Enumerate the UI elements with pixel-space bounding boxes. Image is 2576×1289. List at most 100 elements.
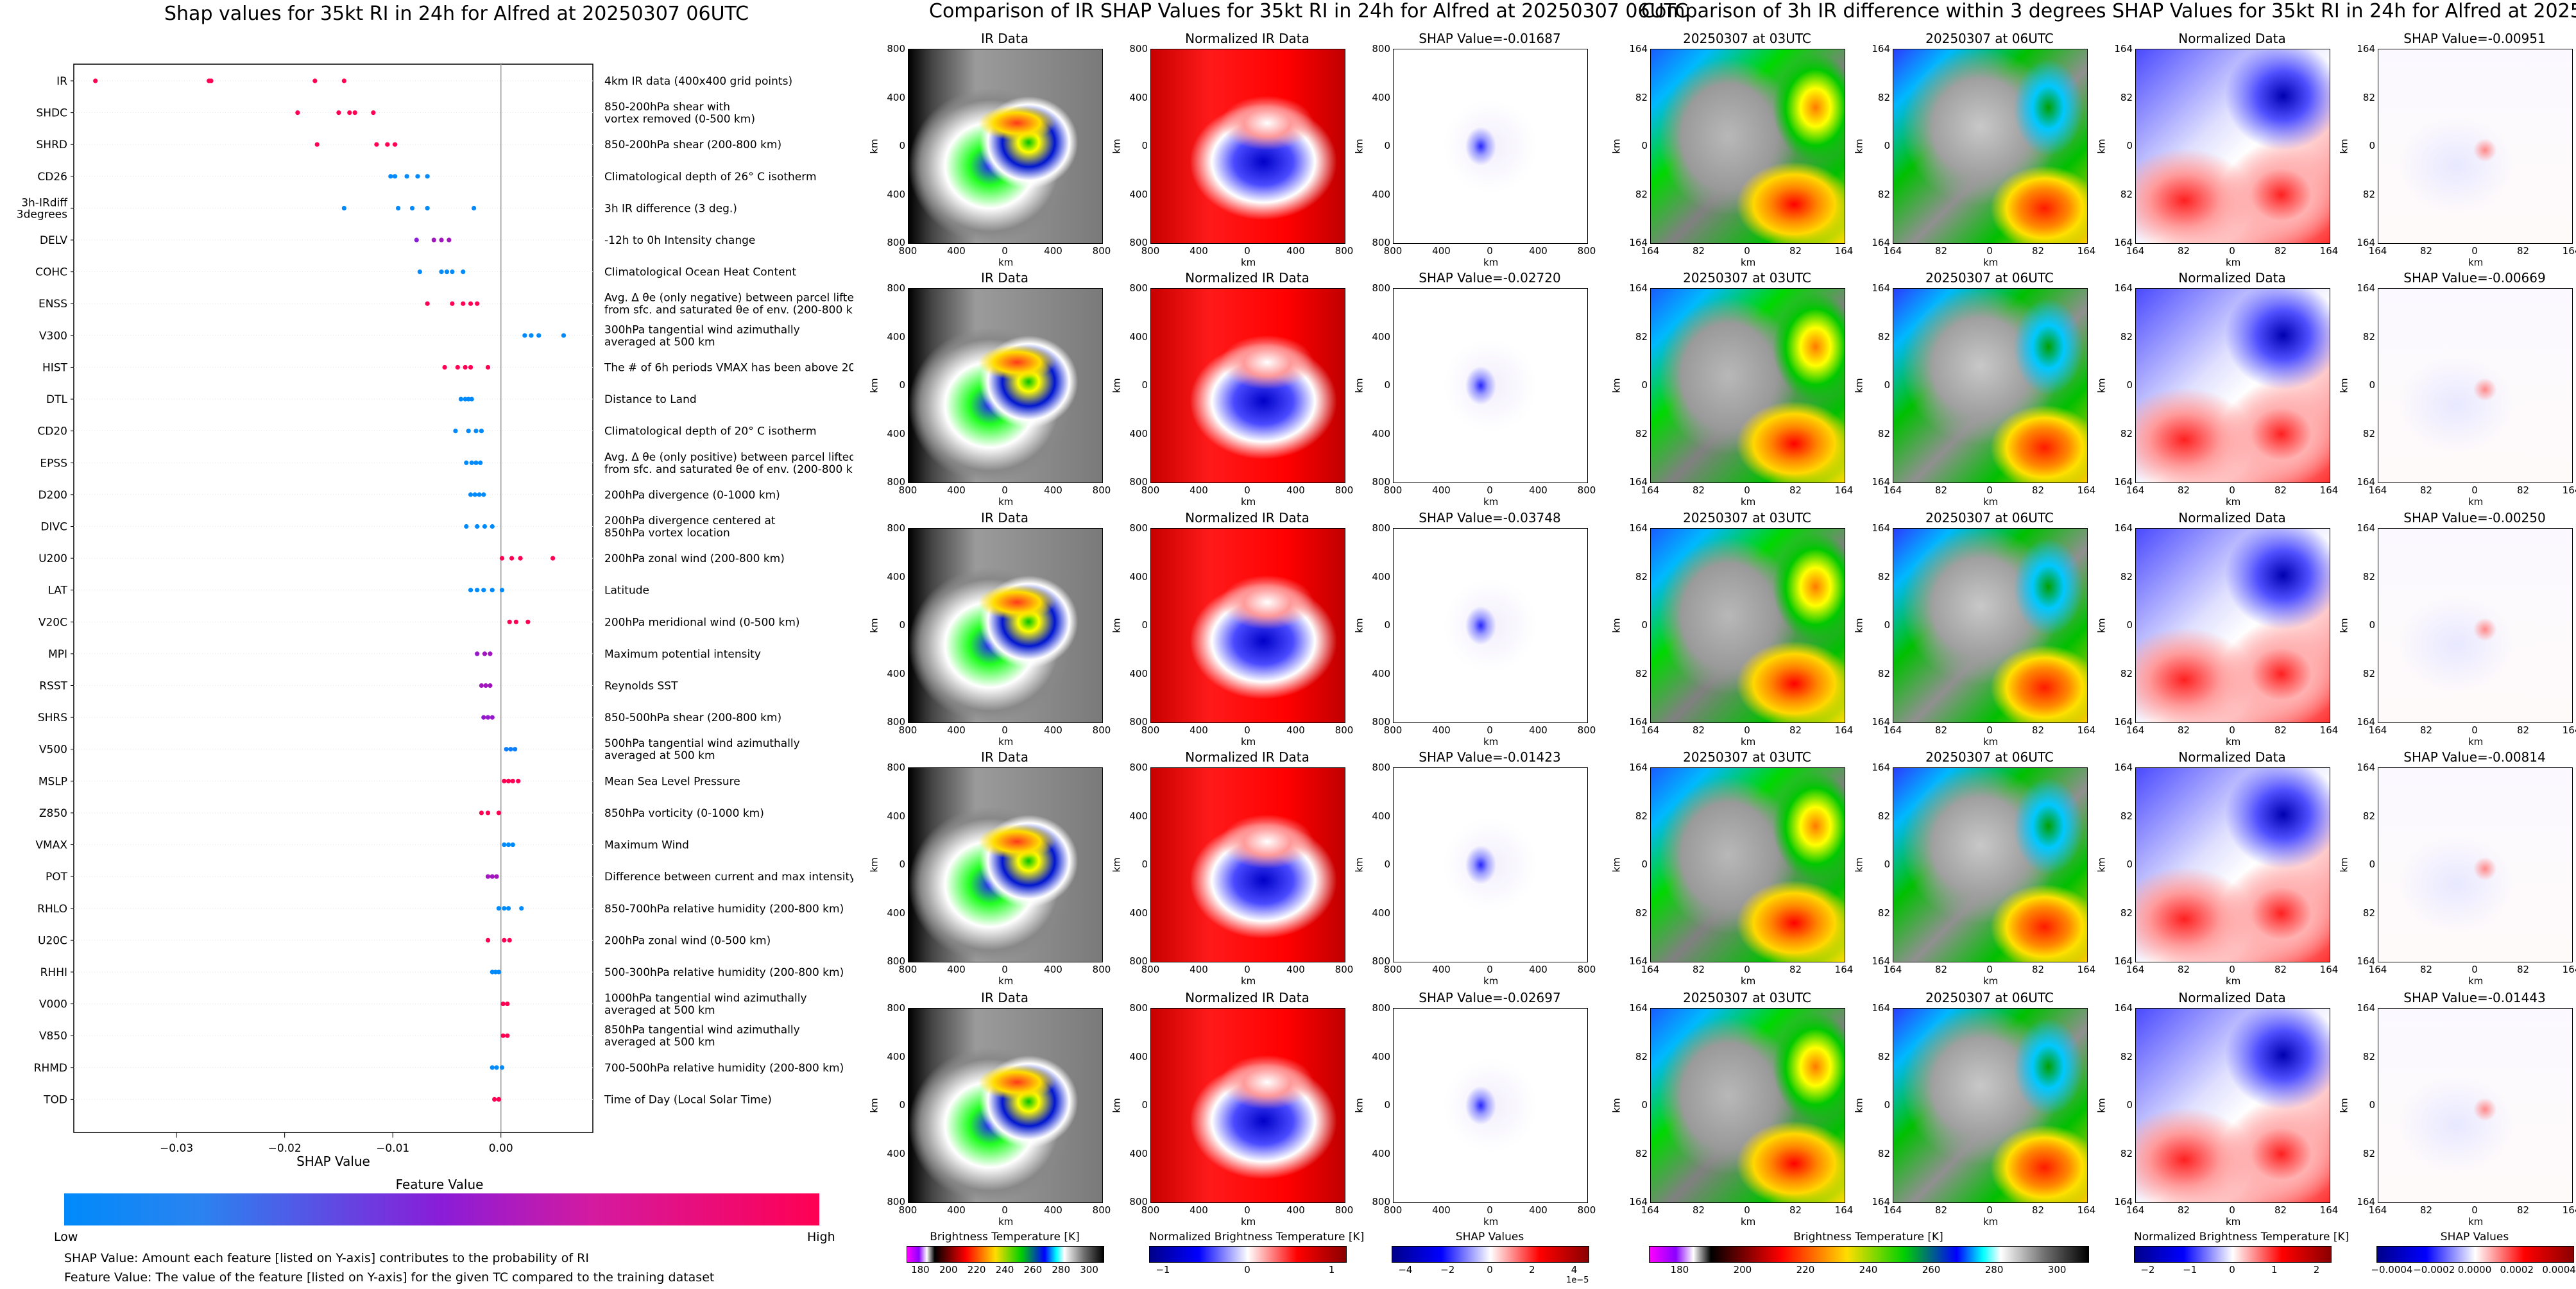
x-tick-label: 82	[2177, 245, 2190, 257]
y-tick-label: 164	[1629, 43, 1648, 55]
shap-point	[485, 715, 491, 720]
x-axis-label: km	[2226, 1216, 2241, 1227]
x-tick-label: 82	[2419, 964, 2433, 975]
shap-image	[1393, 767, 1588, 962]
dshap-image	[2378, 1008, 2573, 1203]
shap-point	[500, 1001, 506, 1007]
grid-cell: 20250307 at 03UTC 164 82 0 82 164 km 164 82 0 82 16…	[1611, 270, 1854, 509]
shap-point	[439, 269, 444, 275]
x-tick-label: 400	[1432, 964, 1451, 975]
x-tick-label: 164	[2319, 964, 2339, 975]
colorbar-tick: 280	[1984, 1264, 2004, 1276]
colorbar-tick: 180	[1670, 1264, 1689, 1276]
feature-label: V20C	[38, 616, 67, 629]
shap-point	[392, 142, 398, 147]
panel-title: Normalized Data	[2178, 270, 2286, 286]
y-axis-label: km	[2338, 378, 2350, 393]
shap-point	[507, 619, 512, 624]
colorbar-tick: 300	[2047, 1264, 2067, 1276]
y-tick-label: 164	[2357, 762, 2375, 773]
x-tick-label: 164	[2077, 724, 2096, 736]
shap-point	[425, 174, 430, 179]
feature-description: vortex removed (0-500 km)	[604, 113, 755, 126]
y-tick-label: 82	[1877, 427, 1890, 440]
grid-cell: Normalized IR Data 800 400 0 400 800 km 800 400 0…	[1111, 749, 1354, 988]
x-tick-label: 800	[1335, 245, 1354, 257]
feature-value-colorbar	[64, 1193, 819, 1225]
grid-cell: SHAP Value=-0.01443 164 82 0 82 164 km 164 82 0 82…	[2339, 990, 2576, 1229]
feature-label: U20C	[38, 934, 67, 947]
y-tick-label: 800	[1129, 1002, 1148, 1014]
y-axis-label: km	[868, 378, 880, 393]
shap-point	[425, 205, 430, 211]
feature-description: from sfc. and saturated θe of env. (200-…	[604, 463, 853, 476]
x-tick-label: 164	[1641, 964, 1660, 975]
x-tick-label: 164	[2077, 1204, 2096, 1216]
x-tick-label: 82	[1692, 245, 1705, 257]
feature-label: EPSS	[40, 457, 67, 470]
y-tick-label: 400	[1129, 330, 1148, 343]
shap-point	[502, 842, 507, 848]
x-axis-label: km	[1483, 975, 1499, 987]
feature-description: 850-200hPa shear with	[604, 101, 730, 114]
shap-point	[409, 205, 415, 211]
y-tick-label: 800	[1372, 237, 1390, 248]
x-axis-label: km	[2468, 975, 2484, 987]
shap-point	[479, 810, 484, 815]
x-tick-label: 82	[2274, 964, 2287, 975]
feature-description: 850-200hPa shear (200-800 km)	[604, 139, 781, 151]
x-axis-label: km	[1983, 496, 1999, 508]
y-axis-label: km	[2338, 1098, 2350, 1113]
x-tick-label: 800	[1335, 484, 1354, 496]
dshap-image	[2378, 528, 2573, 723]
feature-description: Climatological depth of 26° C isotherm	[604, 171, 817, 184]
x-tick-label: 0	[2229, 964, 2235, 975]
feature-description: 850hPa vorticity (0-1000 km)	[604, 807, 764, 820]
x-tick-label: 800	[1141, 484, 1160, 496]
x-axis-label: km	[998, 736, 1014, 747]
y-tick-label: 800	[887, 522, 905, 534]
y-tick-label: 800	[1372, 522, 1390, 534]
shap-point	[461, 301, 466, 306]
grid-cell: 20250307 at 06UTC 164 82 0 82 164 km 164 82 0 82 16…	[1854, 31, 2096, 269]
x-tick-label: 0	[1986, 245, 1993, 257]
shap-point	[468, 492, 473, 497]
x-tick-label: 164	[1641, 484, 1660, 496]
y-tick-label: 164	[1872, 716, 1890, 728]
y-tick-label: 0	[2369, 619, 2375, 631]
panel-title: SHAP Value=-0.00250	[2403, 510, 2546, 525]
dshap-image	[2378, 49, 2573, 244]
shap-point	[505, 1033, 510, 1038]
c03-image	[1650, 49, 1845, 244]
colorbar-gradient	[907, 1246, 1104, 1263]
shap-point	[507, 937, 512, 943]
y-axis-label: km	[1111, 618, 1123, 633]
shap-point	[466, 429, 471, 434]
shap-point	[473, 460, 479, 465]
y-axis-label: km	[2095, 618, 2108, 633]
shap-image	[1393, 528, 1588, 723]
y-tick-label: 800	[887, 955, 905, 967]
y-tick-label: 400	[887, 330, 905, 343]
colorbar-tick: 0.0004	[2542, 1264, 2576, 1276]
y-tick-label: 82	[2362, 570, 2375, 583]
y-tick-label: 0	[1884, 379, 1890, 391]
y-tick-label: 800	[1372, 1196, 1390, 1208]
y-axis-label: km	[868, 139, 880, 154]
y-axis-label: km	[1610, 1098, 1623, 1113]
y-tick-label: 82	[2362, 427, 2375, 440]
colorbar-label: Brightness Temperature [K]	[930, 1231, 1080, 1243]
y-tick-label: 0	[1641, 858, 1648, 870]
shap-point	[396, 205, 401, 211]
y-tick-label: 400	[887, 188, 905, 200]
x-tick-label: 164	[1834, 964, 1854, 975]
shap-point	[481, 492, 486, 497]
shap-point	[469, 397, 474, 402]
y-tick-label: 164	[1872, 1196, 1890, 1208]
x-tick-label: 0	[2229, 245, 2235, 257]
colorbar-tick: 1	[1328, 1264, 1335, 1276]
feature-label: RSST	[39, 680, 67, 693]
feature-description: Maximum Wind	[604, 839, 689, 852]
y-tick-label: 400	[1372, 1147, 1390, 1159]
grid-cell: 20250307 at 03UTC 164 82 0 82 164 km 164 82 0 82 16…	[1611, 749, 1854, 988]
